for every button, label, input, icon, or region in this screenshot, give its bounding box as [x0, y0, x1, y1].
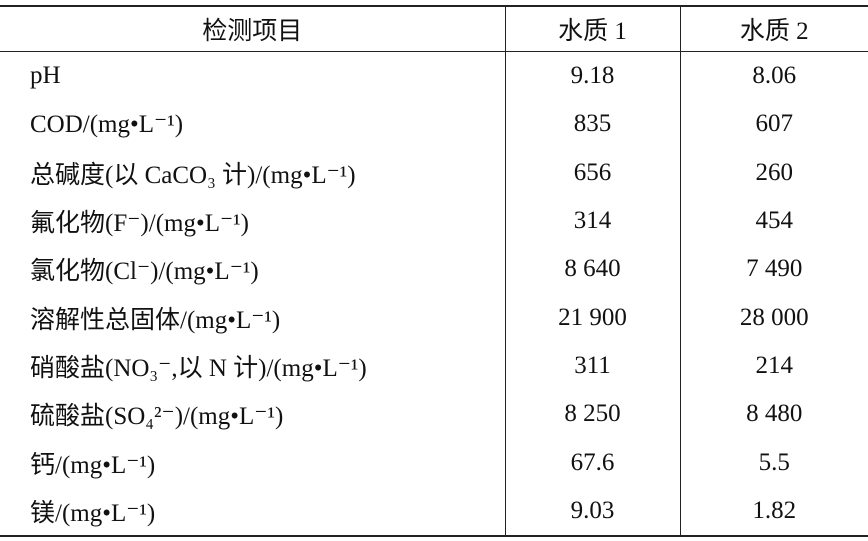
table-row: 硝酸盐(NO₃⁻,以 N 计)/(mg•L⁻¹) 311 214: [0, 341, 868, 391]
table-row: 钙/(mg•L⁻¹) 67.6 5.5: [0, 438, 868, 487]
value-cell: 9.18: [504, 51, 680, 101]
value-cell: 67.6: [504, 438, 680, 487]
item-cell: 硝酸盐(NO₃⁻,以 N 计)/(mg•L⁻¹): [30, 354, 367, 382]
value-cell: 7 490: [679, 245, 868, 294]
item-cell: 硫酸盐(SO₄²⁻)/(mg•L⁻¹): [30, 403, 284, 431]
item-cell: pH: [30, 62, 61, 90]
item-cell: 总碱度(以 CaCO₃ 计)/(mg•L⁻¹): [30, 161, 356, 189]
value-cell: 8 640: [504, 245, 680, 294]
table-row: COD/(mg•L⁻¹) 835 607: [0, 100, 868, 149]
header-row: 检测项目 水质 1 水质 2: [0, 5, 868, 52]
table-header: 检测项目 水质 1 水质 2: [0, 5, 868, 52]
header-cell: 检测项目: [0, 5, 505, 52]
item-cell: 溶解性总固体/(mg•L⁻¹): [30, 306, 281, 334]
item-cell: 氯化物(Cl⁻)/(mg•L⁻¹): [30, 258, 259, 286]
item-cell: 氟化物(F⁻)/(mg•L⁻¹): [30, 210, 250, 238]
table-row: 氟化物(F⁻)/(mg•L⁻¹) 314 454: [0, 196, 868, 246]
value-cell: 1.82: [679, 486, 868, 537]
value-cell: 9.03: [504, 486, 680, 537]
value-cell: 314: [504, 196, 680, 246]
table-row: pH 9.18 8.06: [0, 51, 868, 101]
table-row: 氯化物(Cl⁻)/(mg•L⁻¹) 8 640 7 490: [0, 245, 868, 294]
value-cell: 214: [679, 341, 868, 391]
table-row: 总碱度(以 CaCO₃ 计)/(mg•L⁻¹) 656 260: [0, 148, 868, 197]
table-row: 镁/(mg•L⁻¹) 9.03 1.82: [0, 486, 868, 537]
value-cell: 8 250: [504, 390, 680, 439]
value-cell: 835: [504, 100, 680, 149]
value-cell: 28 000: [679, 293, 868, 342]
value-cell: 21 900: [504, 293, 680, 342]
item-cell: 镁/(mg•L⁻¹): [0, 486, 505, 537]
value-cell: 454: [679, 196, 868, 246]
item-cell: 钙/(mg•L⁻¹): [30, 451, 156, 479]
table-row: 硫酸盐(SO₄²⁻)/(mg•L⁻¹) 8 250 8 480: [0, 390, 868, 439]
value-cell: 607: [679, 100, 868, 149]
header-cell: 水质 1: [504, 5, 680, 52]
table-row: 溶解性总固体/(mg•L⁻¹) 21 900 28 000: [0, 293, 868, 342]
table-body: pH 9.18 8.06 COD/(mg•L⁻¹) 835 607 总碱度(以 CaCO₃ …: [0, 51, 868, 537]
item-cell: COD/(mg•L⁻¹): [30, 111, 184, 139]
value-cell: 260: [679, 148, 868, 197]
data-table: 检测项目 水质 1 水质 2 pH 9.18 8.06 COD/(mg•L⁻¹) 835 60…: [0, 5, 868, 537]
value-cell: 656: [504, 148, 680, 197]
value-cell: 8.06: [679, 51, 868, 101]
header-cell: 水质 2: [679, 5, 868, 52]
value-cell: 8 480: [679, 390, 868, 439]
value-cell: 311: [504, 341, 680, 391]
value-cell: 5.5: [679, 438, 868, 487]
